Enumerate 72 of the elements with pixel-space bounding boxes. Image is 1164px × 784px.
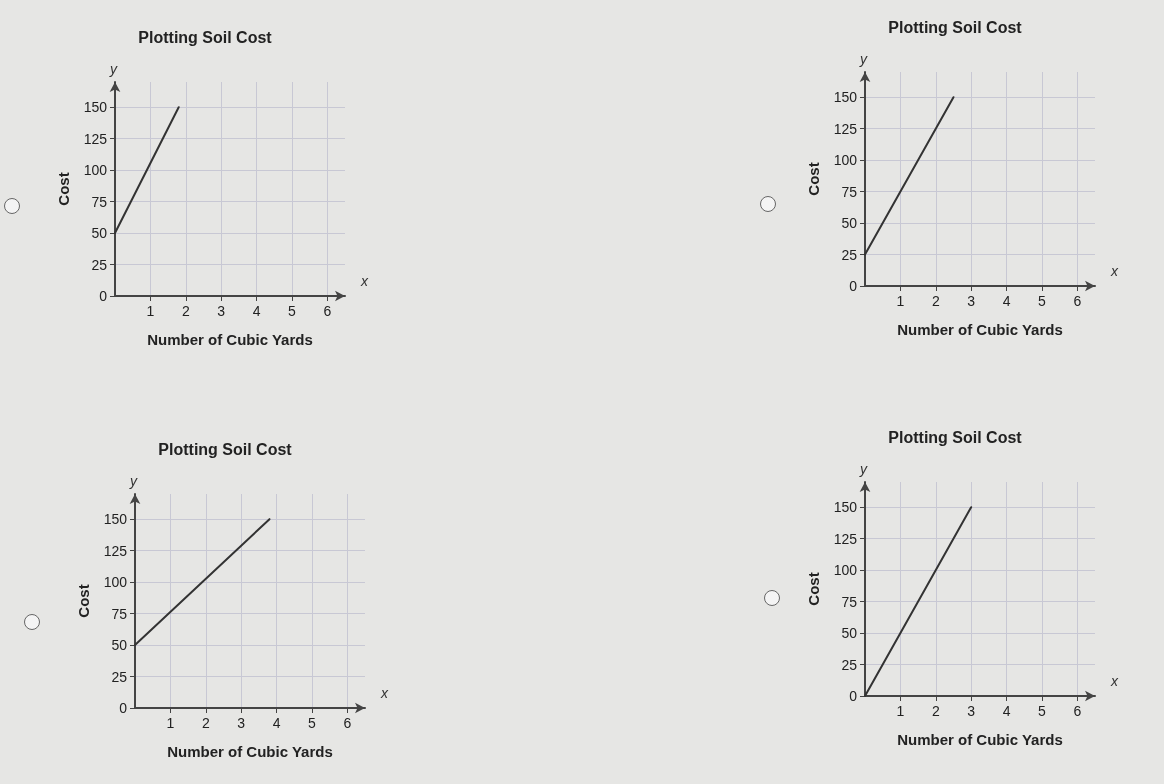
- x-tick-label: 5: [308, 715, 317, 731]
- y-axis-title: Cost: [805, 162, 822, 196]
- y-axis-title: Cost: [75, 584, 92, 618]
- x-tick-label: 5: [1038, 703, 1047, 719]
- y-tick-label: 25: [91, 256, 108, 273]
- y-tick-label: 75: [841, 593, 858, 610]
- x-tick-label: 2: [931, 703, 940, 719]
- y-tick-label: 50: [841, 625, 858, 642]
- y-tick-label: 75: [91, 193, 108, 210]
- y-tick-label: 50: [91, 225, 108, 242]
- chart-title: Plotting Soil Cost: [888, 428, 1023, 446]
- x-tick-label: 4: [1002, 703, 1011, 719]
- x-tick-label: 1: [896, 293, 905, 309]
- y-tick-label: 100: [833, 562, 858, 579]
- y-tick-label: 25: [841, 656, 858, 673]
- y-tick-label: 125: [103, 542, 128, 559]
- chart-title: Plotting Soil Cost: [158, 440, 293, 458]
- y-tick-label: 0: [849, 278, 858, 294]
- y-axis-title: Cost: [55, 172, 72, 206]
- y-tick-label: 0: [99, 288, 108, 304]
- y-tick-label: 25: [841, 246, 858, 263]
- y-tick-label: 150: [833, 499, 858, 516]
- x-tick-label: 2: [181, 303, 190, 319]
- y-tick-label: 0: [119, 700, 128, 716]
- chart-title: Plotting Soil Cost: [138, 28, 273, 46]
- x-axis-title: Number of Cubic Yards: [167, 743, 333, 760]
- y-tick-label: 75: [111, 605, 128, 622]
- x-tick-label: 4: [1002, 293, 1011, 309]
- x-tick-label: 5: [288, 303, 297, 319]
- y-tick-label: 125: [833, 530, 858, 547]
- y-tick-label: 25: [111, 668, 128, 685]
- x-axis-title: Number of Cubic Yards: [897, 321, 1063, 338]
- y-axis-title: Cost: [805, 572, 822, 606]
- x-tick-label: 3: [217, 303, 226, 319]
- y-tick-label: 100: [833, 152, 858, 169]
- x-tick-label: 3: [237, 715, 246, 731]
- text: y: [129, 473, 138, 489]
- text: x: [1110, 673, 1119, 689]
- y-tick-label: 75: [841, 183, 858, 200]
- x-tick-label: 3: [967, 703, 976, 719]
- x-tick-label: 5: [1038, 293, 1047, 309]
- x-tick-label: 2: [931, 293, 940, 309]
- text: y: [859, 461, 868, 477]
- x-tick-label: 2: [201, 715, 210, 731]
- y-tick-label: 125: [83, 130, 108, 147]
- x-axis-title: Number of Cubic Yards: [897, 731, 1063, 748]
- y-tick-label: 150: [83, 99, 108, 116]
- x-tick-label: 1: [146, 303, 155, 319]
- x-tick-label: 3: [967, 293, 976, 309]
- y-tick-label: 50: [111, 637, 128, 654]
- x-tick-label: 6: [323, 303, 332, 319]
- chart-title: Plotting Soil Cost: [888, 18, 1023, 36]
- x-tick-label: 6: [1073, 293, 1082, 309]
- x-tick-label: 6: [343, 715, 352, 731]
- x-axis-title: Number of Cubic Yards: [147, 331, 313, 348]
- y-tick-label: 0: [849, 688, 858, 704]
- y-tick-label: 150: [833, 89, 858, 106]
- x-tick-label: 1: [896, 703, 905, 719]
- x-tick-label: 4: [252, 303, 261, 319]
- y-tick-label: 100: [103, 574, 128, 591]
- y-tick-label: 150: [103, 511, 128, 528]
- y-tick-label: 50: [841, 215, 858, 232]
- y-tick-label: 100: [83, 162, 108, 179]
- text: x: [1110, 263, 1119, 279]
- x-tick-label: 4: [272, 715, 281, 731]
- text: x: [380, 685, 389, 701]
- text: y: [859, 51, 868, 67]
- text: x: [360, 273, 369, 289]
- x-tick-label: 1: [166, 715, 175, 731]
- text: y: [109, 61, 118, 77]
- y-tick-label: 125: [833, 120, 858, 137]
- x-tick-label: 6: [1073, 703, 1082, 719]
